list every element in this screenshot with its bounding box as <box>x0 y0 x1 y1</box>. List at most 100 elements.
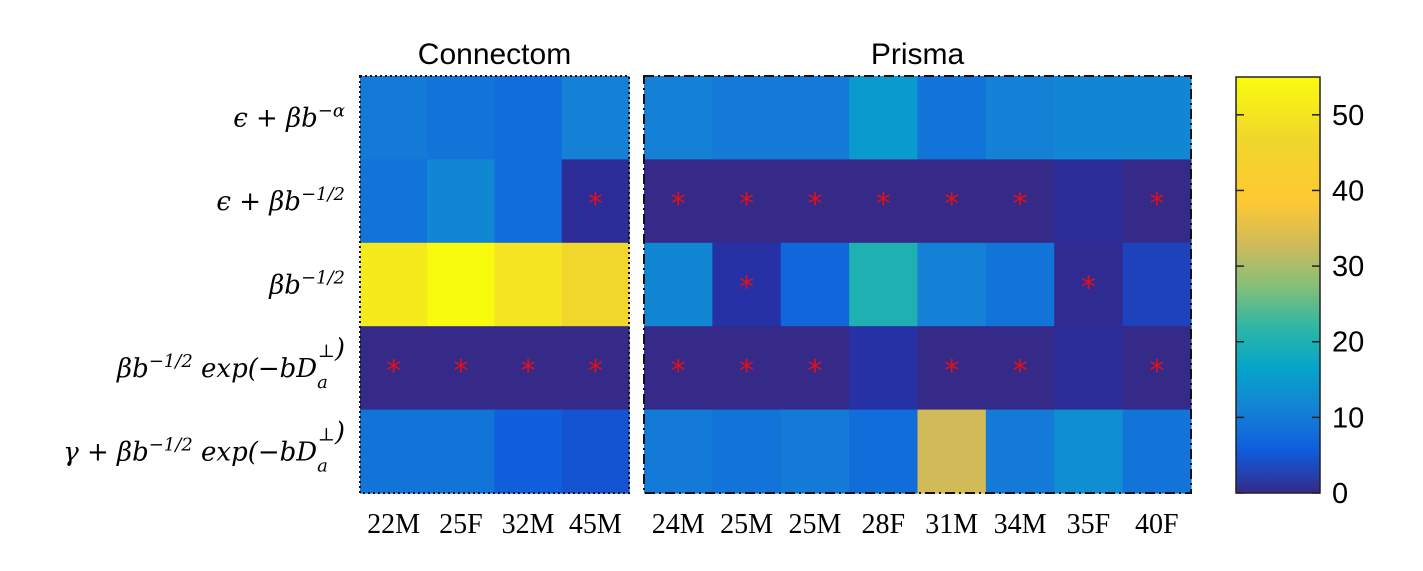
colorbar-tick-label: 0 <box>1332 478 1348 510</box>
heatmap-cell <box>712 409 782 494</box>
heatmap-cell <box>712 242 782 327</box>
heatmap-cell <box>360 242 428 327</box>
heatmap-cell <box>849 159 919 244</box>
heatmap-cell <box>849 409 919 494</box>
column-label: 34M <box>994 509 1047 540</box>
heatmap-cell <box>1054 159 1124 244</box>
significance-marker: * <box>739 354 754 389</box>
group-title-connectom: Connectom <box>418 38 571 71</box>
heatmap-cell <box>985 76 1055 160</box>
heatmap-cell <box>1054 76 1124 160</box>
heatmap-cell <box>985 326 1055 411</box>
heatmap-cell <box>360 326 428 411</box>
column-label: 45M <box>569 509 622 540</box>
colorbar-tick-label: 30 <box>1332 251 1364 283</box>
heatmap-cell <box>1054 242 1124 327</box>
heatmap-cell <box>712 326 782 411</box>
heatmap-cell <box>849 326 919 411</box>
colorbar-tick-label: 20 <box>1332 327 1364 359</box>
colorbar-ticks: 0 10 20 30 40 50 <box>1236 100 1364 510</box>
heatmap-cell <box>644 409 713 494</box>
heatmap-cell <box>1122 76 1192 160</box>
heatmap-cell <box>427 409 496 494</box>
column-label: 35F <box>1067 509 1111 540</box>
heatmap-cell <box>780 76 850 160</box>
column-label: 40F <box>1135 509 1179 540</box>
heatmap-cell <box>561 159 630 244</box>
heatmap-cell <box>360 409 428 494</box>
heatmap-cell <box>494 76 563 160</box>
column-label: 31M <box>925 509 978 540</box>
heatmap-cell <box>985 242 1055 327</box>
significance-marker: * <box>671 354 686 389</box>
column-labels: 22M 25F 32M 45M 24M 25M 25M 28F 31M 34M 35F 40F <box>367 509 1178 540</box>
significance-marker: * <box>671 187 686 222</box>
significance-marker: * <box>739 271 754 306</box>
column-label: 22M <box>367 509 420 540</box>
significance-marker: * <box>588 354 603 389</box>
colorbar: 0 10 20 30 40 50 <box>1235 76 1364 510</box>
significance-marker: * <box>1013 187 1028 222</box>
colorbar-tick-label: 40 <box>1332 175 1364 207</box>
colorbar-tick-label: 10 <box>1332 402 1364 434</box>
colorbar-gradient <box>1235 76 1321 494</box>
heatmap-cell <box>644 242 713 327</box>
column-label: 25M <box>788 509 841 540</box>
heatmap-cell <box>917 159 987 244</box>
column-label: 28F <box>862 509 906 540</box>
heatmap-cell <box>1122 159 1192 244</box>
heatmap-cell <box>985 159 1055 244</box>
heatmap-cell <box>427 76 496 160</box>
group-titles: Connectom Prisma <box>418 38 965 71</box>
heatmap-cell <box>1122 409 1192 494</box>
row-label: βb−1/2 exp(−bDa⊥) <box>116 334 345 393</box>
significance-markers: * * * * * * * * * * * * * * * * * * * * <box>386 187 1164 389</box>
significance-marker: * <box>807 187 822 222</box>
significance-marker: * <box>521 354 536 389</box>
colorbar-tick-label: 50 <box>1332 100 1364 132</box>
heatmap-cell <box>427 326 496 411</box>
heatmap-cell <box>712 76 782 160</box>
heatmap-cell <box>494 326 563 411</box>
heatmap-cell <box>849 76 919 160</box>
border-connectom <box>359 75 630 494</box>
row-label: γ + βb−1/2 exp(−bDa⊥) <box>63 417 345 476</box>
heatmap-cell <box>1122 242 1192 327</box>
heatmap-cell <box>780 326 850 411</box>
row-label: βb−1/2 <box>268 267 345 301</box>
heatmap-cell <box>1054 409 1124 494</box>
significance-marker: * <box>588 187 603 222</box>
heatmap-cell <box>985 409 1055 494</box>
significance-marker: * <box>876 187 891 222</box>
significance-marker: * <box>1013 354 1028 389</box>
heatmap-cell <box>849 242 919 327</box>
heatmap-cells <box>360 76 1192 494</box>
heatmap-cell <box>427 242 496 327</box>
significance-marker: * <box>1081 271 1096 306</box>
group-title-prisma: Prisma <box>871 38 965 71</box>
heatmap-cell <box>644 326 713 411</box>
row-label: ϵ + βb−1/2 <box>216 184 345 218</box>
significance-marker: * <box>807 354 822 389</box>
heatmap-cell <box>561 76 630 160</box>
border-prisma <box>643 75 1192 494</box>
significance-marker: * <box>453 354 468 389</box>
heatmap-cell <box>780 159 850 244</box>
significance-marker: * <box>1149 354 1164 389</box>
column-label: 32M <box>502 509 555 540</box>
heatmap-cell <box>644 159 713 244</box>
column-label: 25M <box>720 509 773 540</box>
significance-marker: * <box>739 187 754 222</box>
heatmap-cell <box>644 76 713 160</box>
heatmap-cell <box>917 76 987 160</box>
heatmap-cell <box>494 242 563 327</box>
heatmap-cell <box>561 409 630 494</box>
heatmap-cell <box>561 242 630 327</box>
row-labels: ϵ + βb−α ϵ + βb−1/2 βb−1/2 βb−1/2 exp(−bDa⊥… <box>63 100 345 476</box>
heatmap-cell <box>1122 326 1192 411</box>
heatmap-cell <box>494 159 563 244</box>
significance-marker: * <box>944 354 959 389</box>
heatmap-cell <box>780 409 850 494</box>
heatmap-cell <box>360 159 428 244</box>
